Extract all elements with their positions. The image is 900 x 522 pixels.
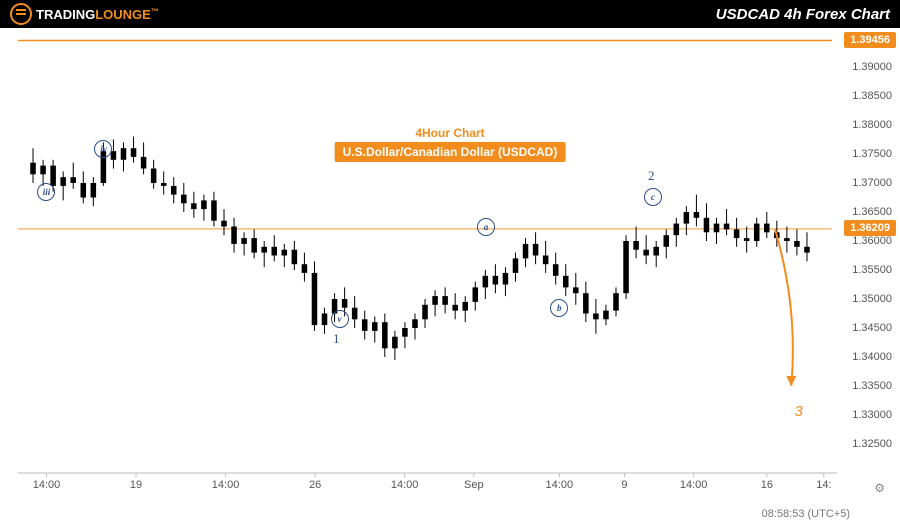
y-axis-tick-label: 1.34500 <box>852 322 892 334</box>
x-axis-tick-label: 26 <box>309 479 321 491</box>
logo-icon <box>10 3 32 25</box>
y-axis-tick-label: 1.39000 <box>852 61 892 73</box>
elliott-wave-label: b <box>550 299 568 317</box>
chart-symbol-title: USDCAD 4h Forex Chart <box>716 6 890 23</box>
chart-container[interactable]: 4Hour Chart U.S.Dollar/Canadian Dollar (… <box>0 28 900 522</box>
brand-tm: ™ <box>151 7 159 16</box>
y-axis-tick-label: 1.38500 <box>852 90 892 102</box>
app-header: TRADINGLOUNGE™ USDCAD 4h Forex Chart <box>0 0 900 28</box>
x-axis-tick-label: 14:00 <box>391 479 419 491</box>
x-axis-tick-label: 14: <box>816 479 831 491</box>
elliott-wave-label: a <box>477 218 495 236</box>
brand-trading: TRADING <box>36 7 95 22</box>
brand-lounge: LOUNGE <box>95 7 151 22</box>
projection-wave-3-label: 3 <box>794 403 802 420</box>
timestamp: 08:58:53 (UTC+5) <box>762 508 850 520</box>
y-axis-tick-label: 1.38000 <box>852 119 892 131</box>
x-axis-tick-label: Sep <box>464 479 484 491</box>
elliott-wave-label: iv <box>94 140 112 158</box>
x-axis-tick-label: 14:00 <box>680 479 708 491</box>
x-axis-tick-label: 14:00 <box>33 479 61 491</box>
price-chart-svg <box>0 28 900 522</box>
elliott-wave-label: 2 <box>648 168 655 184</box>
y-axis-tick-label: 1.33000 <box>852 409 892 421</box>
y-axis-tick-label: 1.33500 <box>852 380 892 392</box>
y-axis-tick-label: 1.37500 <box>852 148 892 160</box>
price-line-badge: 1.36209 <box>844 220 896 236</box>
y-axis-tick-label: 1.37000 <box>852 177 892 189</box>
settings-icon[interactable]: ⚙ <box>874 481 885 495</box>
elliott-wave-label: iii <box>37 183 55 201</box>
elliott-wave-label: v <box>331 310 349 328</box>
y-axis-tick-label: 1.34000 <box>852 351 892 363</box>
x-axis-tick-label: 9 <box>621 479 627 491</box>
y-axis-tick-label: 1.35500 <box>852 264 892 276</box>
elliott-wave-label: 1 <box>333 331 340 347</box>
chart-title: 4Hour Chart <box>335 126 566 140</box>
x-axis-tick-label: 19 <box>130 479 142 491</box>
elliott-wave-label: c <box>644 188 662 206</box>
chart-subtitle: U.S.Dollar/Canadian Dollar (USDCAD) <box>335 142 566 162</box>
brand-text: TRADINGLOUNGE™ <box>36 7 159 22</box>
y-axis-tick-label: 1.36500 <box>852 206 892 218</box>
x-axis-tick-label: 16 <box>761 479 773 491</box>
x-axis-tick-label: 14:00 <box>546 479 574 491</box>
x-axis-tick-label: 14:00 <box>212 479 240 491</box>
y-axis-tick-label: 1.35000 <box>852 293 892 305</box>
brand-logo: TRADINGLOUNGE™ <box>10 3 159 25</box>
price-line-badge: 1.39456 <box>844 32 896 48</box>
chart-title-block: 4Hour Chart U.S.Dollar/Canadian Dollar (… <box>335 126 566 162</box>
y-axis-tick-label: 1.36000 <box>852 235 892 247</box>
y-axis-tick-label: 1.32500 <box>852 438 892 450</box>
